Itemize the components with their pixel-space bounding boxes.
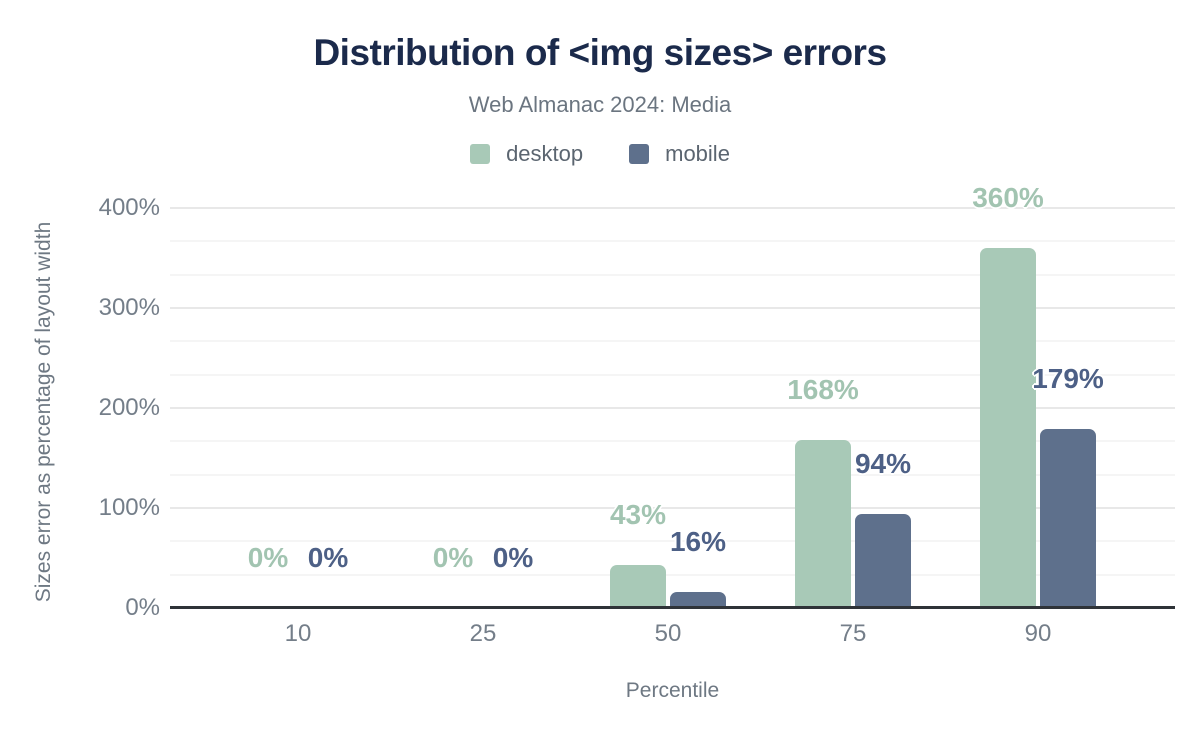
x-tick-label-25: 25 — [469, 620, 497, 647]
major-gridline — [170, 507, 1175, 509]
value-label-mobile-p90: 179% — [1032, 363, 1104, 394]
value-label-mobile-p25: 0% — [492, 542, 534, 573]
bar-desktop-p90[interactable] — [980, 248, 1036, 608]
bar-mobile-p90[interactable] — [1040, 429, 1096, 608]
legend-label-mobile: mobile — [665, 141, 730, 166]
y-tick-label: 300% — [98, 294, 160, 321]
x-tick-label-90: 90 — [1024, 620, 1052, 647]
minor-gridline — [170, 440, 1175, 443]
x-axis-baseline — [170, 606, 1175, 609]
y-tick-label: 100% — [98, 494, 160, 521]
minor-gridline — [170, 540, 1175, 543]
value-label-mobile-p75: 94% — [854, 448, 912, 479]
value-label-mobile-p10: 0% — [307, 542, 349, 573]
chart-subtitle: Web Almanac 2024: Media — [468, 92, 732, 117]
mobile-swatch-icon — [629, 144, 650, 164]
bar-desktop-p75[interactable] — [795, 440, 851, 608]
value-label-desktop-p50: 43% — [609, 499, 667, 530]
bar-desktop-p50[interactable] — [610, 565, 666, 608]
y-tick-label: 400% — [98, 194, 160, 221]
value-label-desktop-p25: 0% — [432, 542, 474, 573]
value-label-desktop-p10: 0% — [247, 542, 289, 573]
x-axis-title: Percentile — [625, 679, 720, 702]
value-label-desktop-p90: 360% — [972, 182, 1044, 213]
y-tick-label: 0% — [125, 594, 160, 621]
y-axis-title: Sizes error as percentage of layout widt… — [32, 221, 55, 603]
minor-gridline — [170, 473, 1175, 476]
x-tick-label-75: 75 — [839, 620, 867, 647]
minor-gridline — [170, 573, 1175, 576]
y-tick-label: 200% — [98, 394, 160, 421]
legend-item-desktop[interactable]: desktop — [470, 141, 583, 167]
minor-gridline — [170, 340, 1175, 343]
bar-mobile-p50[interactable] — [670, 592, 726, 608]
desktop-swatch-icon — [470, 144, 491, 164]
major-gridline — [170, 207, 1175, 209]
minor-gridline — [170, 373, 1175, 376]
major-gridline — [170, 307, 1175, 309]
chart-title: Distribution of <img sizes> errors — [313, 32, 887, 73]
legend-item-mobile[interactable]: mobile — [629, 141, 730, 167]
legend: desktop mobile — [0, 141, 1200, 167]
minor-gridline — [170, 273, 1175, 276]
legend-label-desktop: desktop — [506, 141, 584, 166]
major-gridline — [170, 407, 1175, 409]
bar-mobile-p75[interactable] — [855, 514, 911, 608]
value-label-mobile-p50: 16% — [669, 526, 727, 557]
value-label-desktop-p75: 168% — [787, 374, 859, 405]
minor-gridline — [170, 240, 1175, 243]
x-tick-label-10: 10 — [284, 620, 312, 647]
x-tick-label-50: 50 — [654, 620, 682, 647]
